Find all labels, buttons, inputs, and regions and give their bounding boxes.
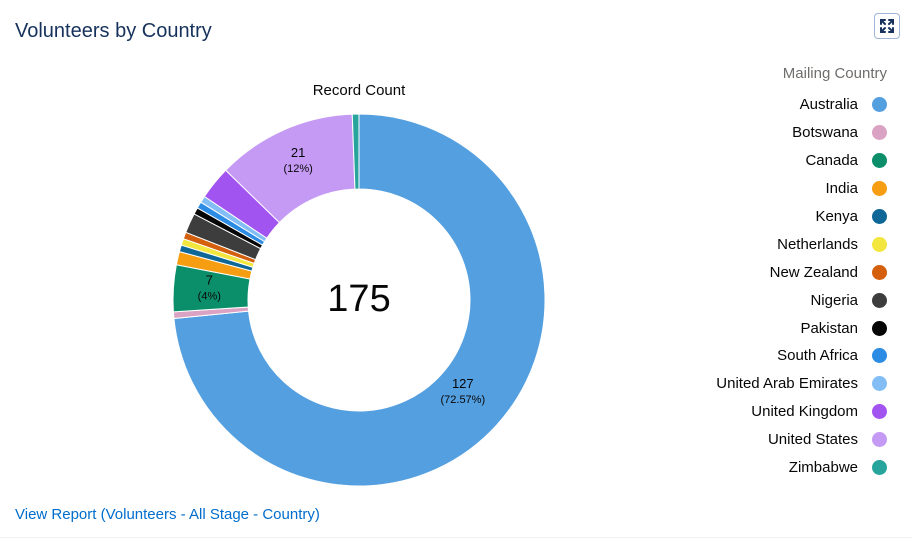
legend-label: Zimbabwe	[788, 459, 858, 477]
legend-swatch	[872, 153, 887, 169]
legend-label: United Arab Emirates	[716, 375, 858, 393]
legend-item-united-kingdom[interactable]: United Kingdom	[716, 398, 887, 426]
legend-item-india[interactable]: India	[716, 175, 887, 203]
legend: Australia Botswana Canada India Kenya Netherl…	[716, 91, 887, 481]
legend-label: Botswana	[792, 124, 858, 142]
legend-label: United Kingdom	[751, 403, 858, 421]
legend-item-zimbabwe[interactable]: Zimbabwe	[716, 454, 887, 482]
legend-item-kenya[interactable]: Kenya	[716, 203, 887, 231]
legend-item-netherlands[interactable]: Netherlands	[716, 230, 887, 258]
legend-item-nigeria[interactable]: Nigeria	[716, 286, 887, 314]
legend-item-new-zealand[interactable]: New Zealand	[716, 258, 887, 286]
card-title: Volunteers by Country	[15, 20, 212, 42]
legend-swatch	[872, 460, 887, 476]
legend-swatch	[872, 264, 887, 280]
legend-swatch	[872, 181, 887, 197]
legend-label: South Africa	[777, 347, 858, 365]
legend-item-botswana[interactable]: Botswana	[716, 119, 887, 147]
legend-item-pakistan[interactable]: Pakistan	[716, 314, 887, 342]
legend-label: Nigeria	[810, 291, 858, 309]
legend-label: India	[825, 180, 858, 198]
legend-swatch	[872, 209, 887, 224]
divider	[0, 537, 912, 538]
percent-label-canada: (4%)	[198, 290, 221, 302]
data-label-united-states: 21	[291, 145, 305, 160]
legend-title: Mailing Country	[782, 65, 887, 82]
legend-item-south-africa[interactable]: South Africa	[716, 342, 887, 370]
percent-label-australia: (72.57%)	[440, 394, 485, 406]
legend-swatch	[872, 292, 887, 308]
legend-label: Canada	[805, 152, 858, 170]
legend-label: New Zealand	[769, 263, 858, 281]
legend-swatch	[872, 376, 887, 392]
data-label-australia: 127	[452, 376, 474, 391]
legend-swatch	[872, 97, 887, 113]
view-report-link[interactable]: View Report (Volunteers - All Stage - Co…	[15, 506, 320, 523]
legend-item-united-arab-emirates[interactable]: United Arab Emirates	[716, 370, 887, 398]
legend-label: Australia	[799, 96, 858, 114]
chart-title: Record Count	[313, 82, 406, 99]
legend-swatch	[872, 320, 887, 336]
legend-swatch	[872, 236, 887, 252]
legend-swatch	[872, 348, 887, 364]
slice-australia[interactable]	[173, 113, 546, 487]
expand-button[interactable]	[874, 13, 900, 39]
legend-label: United States	[767, 431, 858, 449]
legend-swatch	[872, 125, 887, 141]
legend-label: Kenya	[815, 208, 858, 225]
legend-swatch	[872, 404, 887, 420]
legend-item-canada[interactable]: Canada	[716, 147, 887, 175]
expand-icon	[879, 18, 895, 34]
legend-item-australia[interactable]: Australia	[716, 91, 887, 119]
legend-label: Netherlands	[777, 235, 858, 253]
legend-label: Pakistan	[800, 319, 858, 337]
slices-group	[172, 113, 546, 487]
labels-group: 127 (72.57%) 7 (4%) 21 (12%)	[198, 145, 485, 406]
percent-label-united-states: (12%)	[283, 163, 312, 175]
legend-swatch	[872, 432, 887, 448]
data-label-canada: 7	[206, 272, 213, 287]
slice-zimbabwe[interactable]	[351, 113, 360, 190]
center-total: 175	[327, 278, 390, 320]
legend-item-united-states[interactable]: United States	[716, 426, 887, 454]
